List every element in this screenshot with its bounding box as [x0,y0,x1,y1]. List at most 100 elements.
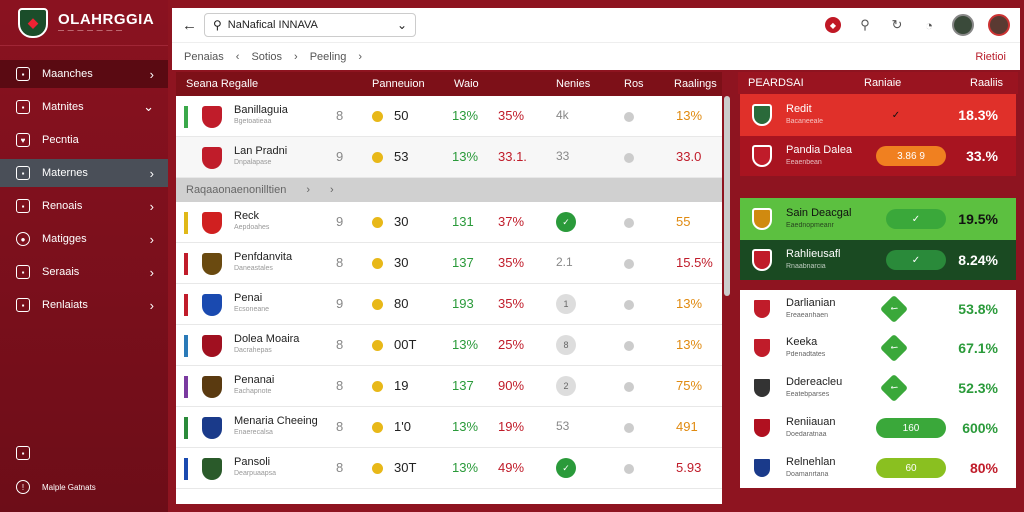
search-input[interactable] [227,19,397,31]
right-panel-row[interactable]: Redit Bacaneeale ✓ 18.3% [740,94,1016,136]
briefcase-icon: ▪ [16,100,30,114]
bell-icon[interactable]: ◔ [925,17,933,33]
table-row[interactable]: Lan Pradni Dnpalapase 9 53 13% 33.1. 33 33.0 [176,137,722,178]
team-crest-icon [752,208,772,230]
table-row[interactable]: Penai Ecsoneane 9 80 193 35% 1 13% [176,284,722,325]
team-name[interactable]: Penfdanvita [234,251,293,263]
sidebar-item-1[interactable]: ▪ Matnites ⌄ [0,93,168,121]
back-arrow-icon[interactable]: ← [182,16,197,34]
team-name[interactable]: Reck [234,210,260,222]
column-header[interactable]: Nenies [556,78,591,90]
sidebar-help[interactable]: ! Malple Gatnats [0,480,168,494]
column-header[interactable]: Ros [624,78,644,90]
team-name[interactable]: Lan Pradni [234,145,288,157]
played-value: 8 [336,419,344,434]
table-row[interactable]: Pansoli Dearpuaapsa 8 30T 13% 49% ✓ 5.93 [176,448,722,489]
right-panel-row[interactable]: Pandia Dalea Eeaenbean 3.86 9 33.% [740,136,1016,176]
column-header[interactable]: Raaliis [970,77,1004,89]
table-row[interactable]: Banillaguia Bgetoatieaa 8 50 13% 35% 4k 13% [176,96,722,137]
right-panel-row[interactable]: Reniiauan Doedaratnaa 160 600% [740,408,1016,448]
breadcrumb-item[interactable]: Sotios [251,50,283,63]
team-name[interactable]: Penanai [234,374,275,386]
column-header[interactable]: PEARDSAI [748,77,804,89]
user-avatar[interactable] [988,14,1010,36]
soccer-ball-icon: ● [16,232,30,246]
breadcrumb-item[interactable]: Peeling [309,50,347,63]
sidebar-item-3[interactable]: ▪ Maternes › [0,159,168,187]
points-value: 30 [394,255,409,270]
column-header[interactable]: Raalings [674,78,717,90]
team-name[interactable]: Sain Deacgal [786,207,852,219]
loss-rate-value: 35% [498,255,525,270]
score-pill: 60 [876,458,946,478]
points-value: 19 [394,378,409,393]
team-crest-icon [752,145,772,167]
table-row[interactable]: Penfdanvita Daneastales 8 30 137 35% 2.1 15.5% [176,243,722,284]
column-header[interactable]: Waio [454,78,479,90]
brand[interactable]: ◆ OLAHRGGIA — — — — — — — [0,0,168,46]
win-rate-value: 137 [452,378,474,393]
info-icon: ! [16,480,30,494]
right-panel-row[interactable]: Rahlieusafl Rnaabnarcia ✓ 8.24% [740,240,1016,280]
right-panel-row[interactable]: Darlianian Ereaeanhaen ✓ 53.8% [740,290,1016,328]
group-header[interactable]: Raqaaonaenonilltien › › [176,178,722,202]
scrollbar[interactable] [724,96,730,296]
group-label: Raqaaonaenonilltien [186,184,287,196]
team-name[interactable]: Dolea Moaira [234,333,300,345]
team-name[interactable]: Rahlieusafl [786,248,841,260]
sidebar-item-6[interactable]: ▪ Seraais › [0,258,168,286]
breadcrumb-item[interactable]: Penaias [184,50,224,63]
breadcrumb: Penaias ‹ Sotios › Peeling › Rietioi [172,42,1020,70]
chevron-right-icon: › [149,297,154,313]
sidebar-bottom-icon[interactable]: ▪ [0,446,168,460]
team-name[interactable]: Keeka [786,336,818,348]
column-header[interactable]: Panneuion [372,78,425,90]
loss-rate-value: 49% [498,460,525,475]
team-name[interactable]: Penai [234,292,263,304]
team-name[interactable]: Pandia Dalea [786,144,853,156]
sidebar-item-5[interactable]: ● Matigges › [0,225,168,253]
search-box[interactable]: ⚲ ⌄ [204,13,416,37]
brand-subtitle: — — — — — — — [58,28,124,34]
team-name[interactable]: Relnehlan [786,456,836,468]
table-row[interactable]: Penanai Eachapnote 8 19 137 90% 2 75% [176,366,722,407]
column-header[interactable]: Raniaie [864,77,902,89]
heart-icon: ♥ [16,133,30,147]
right-panel-row[interactable]: Sain Deacgal Eaednopmeanr ✓ 19.5% [740,198,1016,240]
avatar[interactable] [952,14,974,36]
table-row[interactable]: Menaria Cheeing Enaerecalsa 8 1'0 13% 19% 53 49… [176,407,722,448]
club-flag-icon[interactable]: ◆ [824,16,842,34]
loss-rate-value: 19% [498,419,525,434]
table-row[interactable]: Dolea Moaira Dacrahepas 8 00T 13% 25% 8 13% [176,325,722,366]
team-name[interactable]: Banillaguia [234,104,288,116]
column-header[interactable]: Seana Regalle [186,78,259,90]
right-panel-row[interactable]: Ddereacleu Eeatebparses ✓ 52.3% [740,368,1016,408]
rating-value: 52.3% [958,380,998,396]
team-name[interactable]: Darlianian [786,297,836,309]
rank-bar [184,376,188,398]
rank-bar [184,417,188,439]
sidebar-item-4[interactable]: ▪ Renoais › [0,192,168,220]
team-crest-icon [202,212,222,234]
team-name[interactable]: Menaria Cheeing [234,415,318,427]
chevron-down-icon[interactable]: ⌄ [396,18,407,32]
team-name[interactable]: Redit [786,103,812,115]
sidebar-item-2[interactable]: ♥ Pecntia [0,126,168,154]
sidebar-item-0[interactable]: ▪ Maanches › [0,60,168,88]
right-panel-row[interactable]: Relnehlan Doamanrtana 60 80% [740,448,1016,488]
status-dot-icon [624,462,634,477]
team-name[interactable]: Reniiauan [786,416,836,428]
sidebar-item-7[interactable]: ▪ Renlaiats › [0,291,168,319]
refresh-icon[interactable]: ↻ [891,17,903,32]
team-crest-icon [202,106,222,128]
team-subtitle: Eeaenbean [786,159,822,166]
right-panel-row[interactable]: Keeka Pdenadtates ✓ 67.1% [740,328,1016,368]
breadcrumb-right-link[interactable]: Rietioi [975,50,1006,63]
team-name[interactable]: Pansoli [234,456,271,468]
coin-icon [372,257,383,272]
search-icon[interactable]: ⚲ [860,17,870,32]
team-subtitle: Bgetoatieaa [234,118,272,125]
coin-icon [372,216,383,231]
table-row[interactable]: Reck Aepdoahes 9 30 131 37% ✓ 55 [176,202,722,243]
team-name[interactable]: Ddereacleu [786,376,843,388]
